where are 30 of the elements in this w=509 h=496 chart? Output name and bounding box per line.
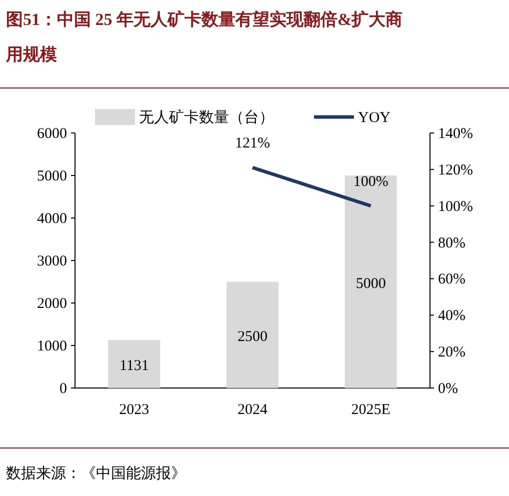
source-note: 数据来源：《中国能源报》 xyxy=(6,465,186,482)
x-tick-label: 2024 xyxy=(238,402,268,418)
y2-tick-label: 100% xyxy=(438,198,473,215)
y-tick-label: 0 xyxy=(60,381,67,397)
y2-tick-label: 20% xyxy=(438,344,466,361)
bar xyxy=(344,176,397,388)
y-tick-label: 1000 xyxy=(37,338,67,354)
y2-tick-label: 60% xyxy=(438,272,466,288)
bar xyxy=(226,282,278,388)
chart-title: 图51：中国 25 年无人矿卡数量有望实现翻倍&扩大商用规模 xyxy=(5,10,403,64)
data-label: 100% xyxy=(353,174,388,190)
bar xyxy=(108,340,160,388)
x-tick-label: 2025E xyxy=(351,402,390,418)
data-label: 5000 xyxy=(356,276,386,292)
data-label: 121% xyxy=(235,136,270,152)
y-tick-label: 4000 xyxy=(37,211,67,227)
data-label: 1131 xyxy=(119,358,149,374)
y2-tick-label: 140% xyxy=(438,126,473,142)
x-tick-label: 2023 xyxy=(119,402,150,418)
y-tick-label: 5000 xyxy=(37,168,67,184)
y2-tick-label: 80% xyxy=(438,235,466,252)
legend-label: YOY xyxy=(358,110,391,126)
y2-tick-label: 120% xyxy=(438,162,473,178)
y2-tick-label: 0% xyxy=(438,381,458,397)
data-label: 2500 xyxy=(238,328,268,345)
legend-label: 无人矿卡数量（台） xyxy=(139,109,274,126)
y-tick-label: 2000 xyxy=(37,296,67,312)
y-tick-label: 3000 xyxy=(37,254,67,270)
y2-tick-label: 40% xyxy=(438,308,466,324)
y-tick-label: 6000 xyxy=(37,126,67,142)
